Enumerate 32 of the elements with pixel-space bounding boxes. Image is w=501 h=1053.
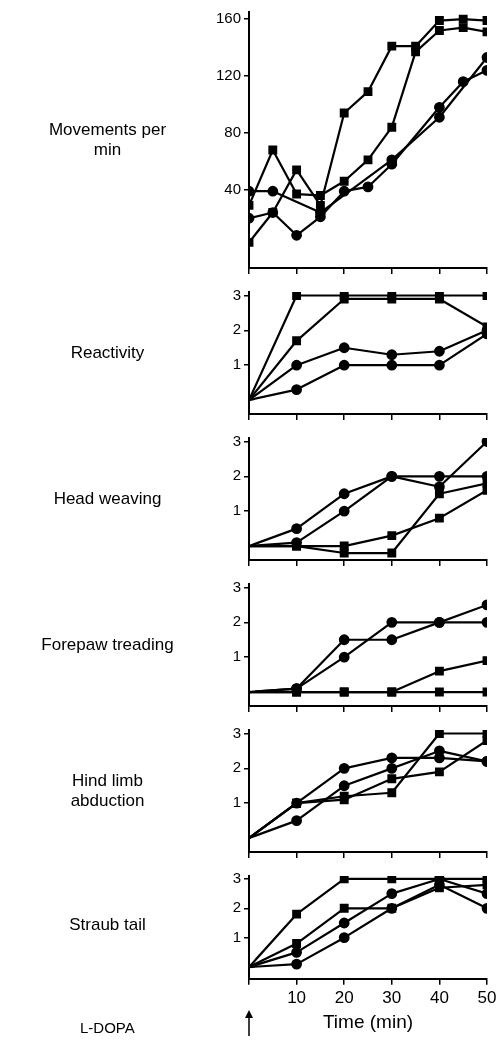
y-tick-label: 1 [232, 647, 241, 665]
y-tick-label: 2 [232, 898, 241, 916]
y-tick-label: 3 [232, 285, 241, 303]
y-axis-title: Movements per min [47, 119, 168, 161]
y-axis-title: Forepaw treading [40, 634, 175, 656]
y-tick-label: 80 [224, 123, 241, 141]
y-tick-label: 1 [232, 355, 241, 373]
y-tick-label: 2 [232, 758, 241, 776]
x-tick-label: 20 [334, 987, 354, 1007]
text: L-DOPA [80, 1019, 135, 1036]
y-tick-label: 2 [232, 320, 241, 338]
y-axis-title: Straub tail [68, 915, 147, 937]
x-tick-label: 50 [477, 987, 497, 1007]
y-tick-label: 1 [232, 927, 241, 945]
y-tick-label: 2 [232, 612, 241, 630]
y-tick-label: 2 [232, 466, 241, 484]
y-tick-label: 40 [224, 179, 241, 197]
x-axis-title: Time (min) [322, 1010, 414, 1032]
y-tick-label: 120 [215, 66, 241, 84]
y-tick-label: 3 [232, 869, 241, 887]
y-tick-label: 3 [232, 723, 241, 741]
y-tick-label: 3 [232, 431, 241, 449]
y-axis-title: Head weaving [52, 488, 163, 510]
x-tick-label: 10 [287, 987, 307, 1007]
x-tick-label: 30 [382, 987, 402, 1007]
y-tick-label: 1 [232, 501, 241, 519]
y-axis-title: Hind limb abduction [69, 770, 146, 812]
y-tick-label: 160 [215, 9, 241, 27]
y-tick-label: 3 [232, 577, 241, 595]
y-tick-label: 1 [232, 793, 241, 811]
x-tick-label: 40 [429, 987, 449, 1007]
y-axis-title: Reactivity [69, 342, 146, 364]
